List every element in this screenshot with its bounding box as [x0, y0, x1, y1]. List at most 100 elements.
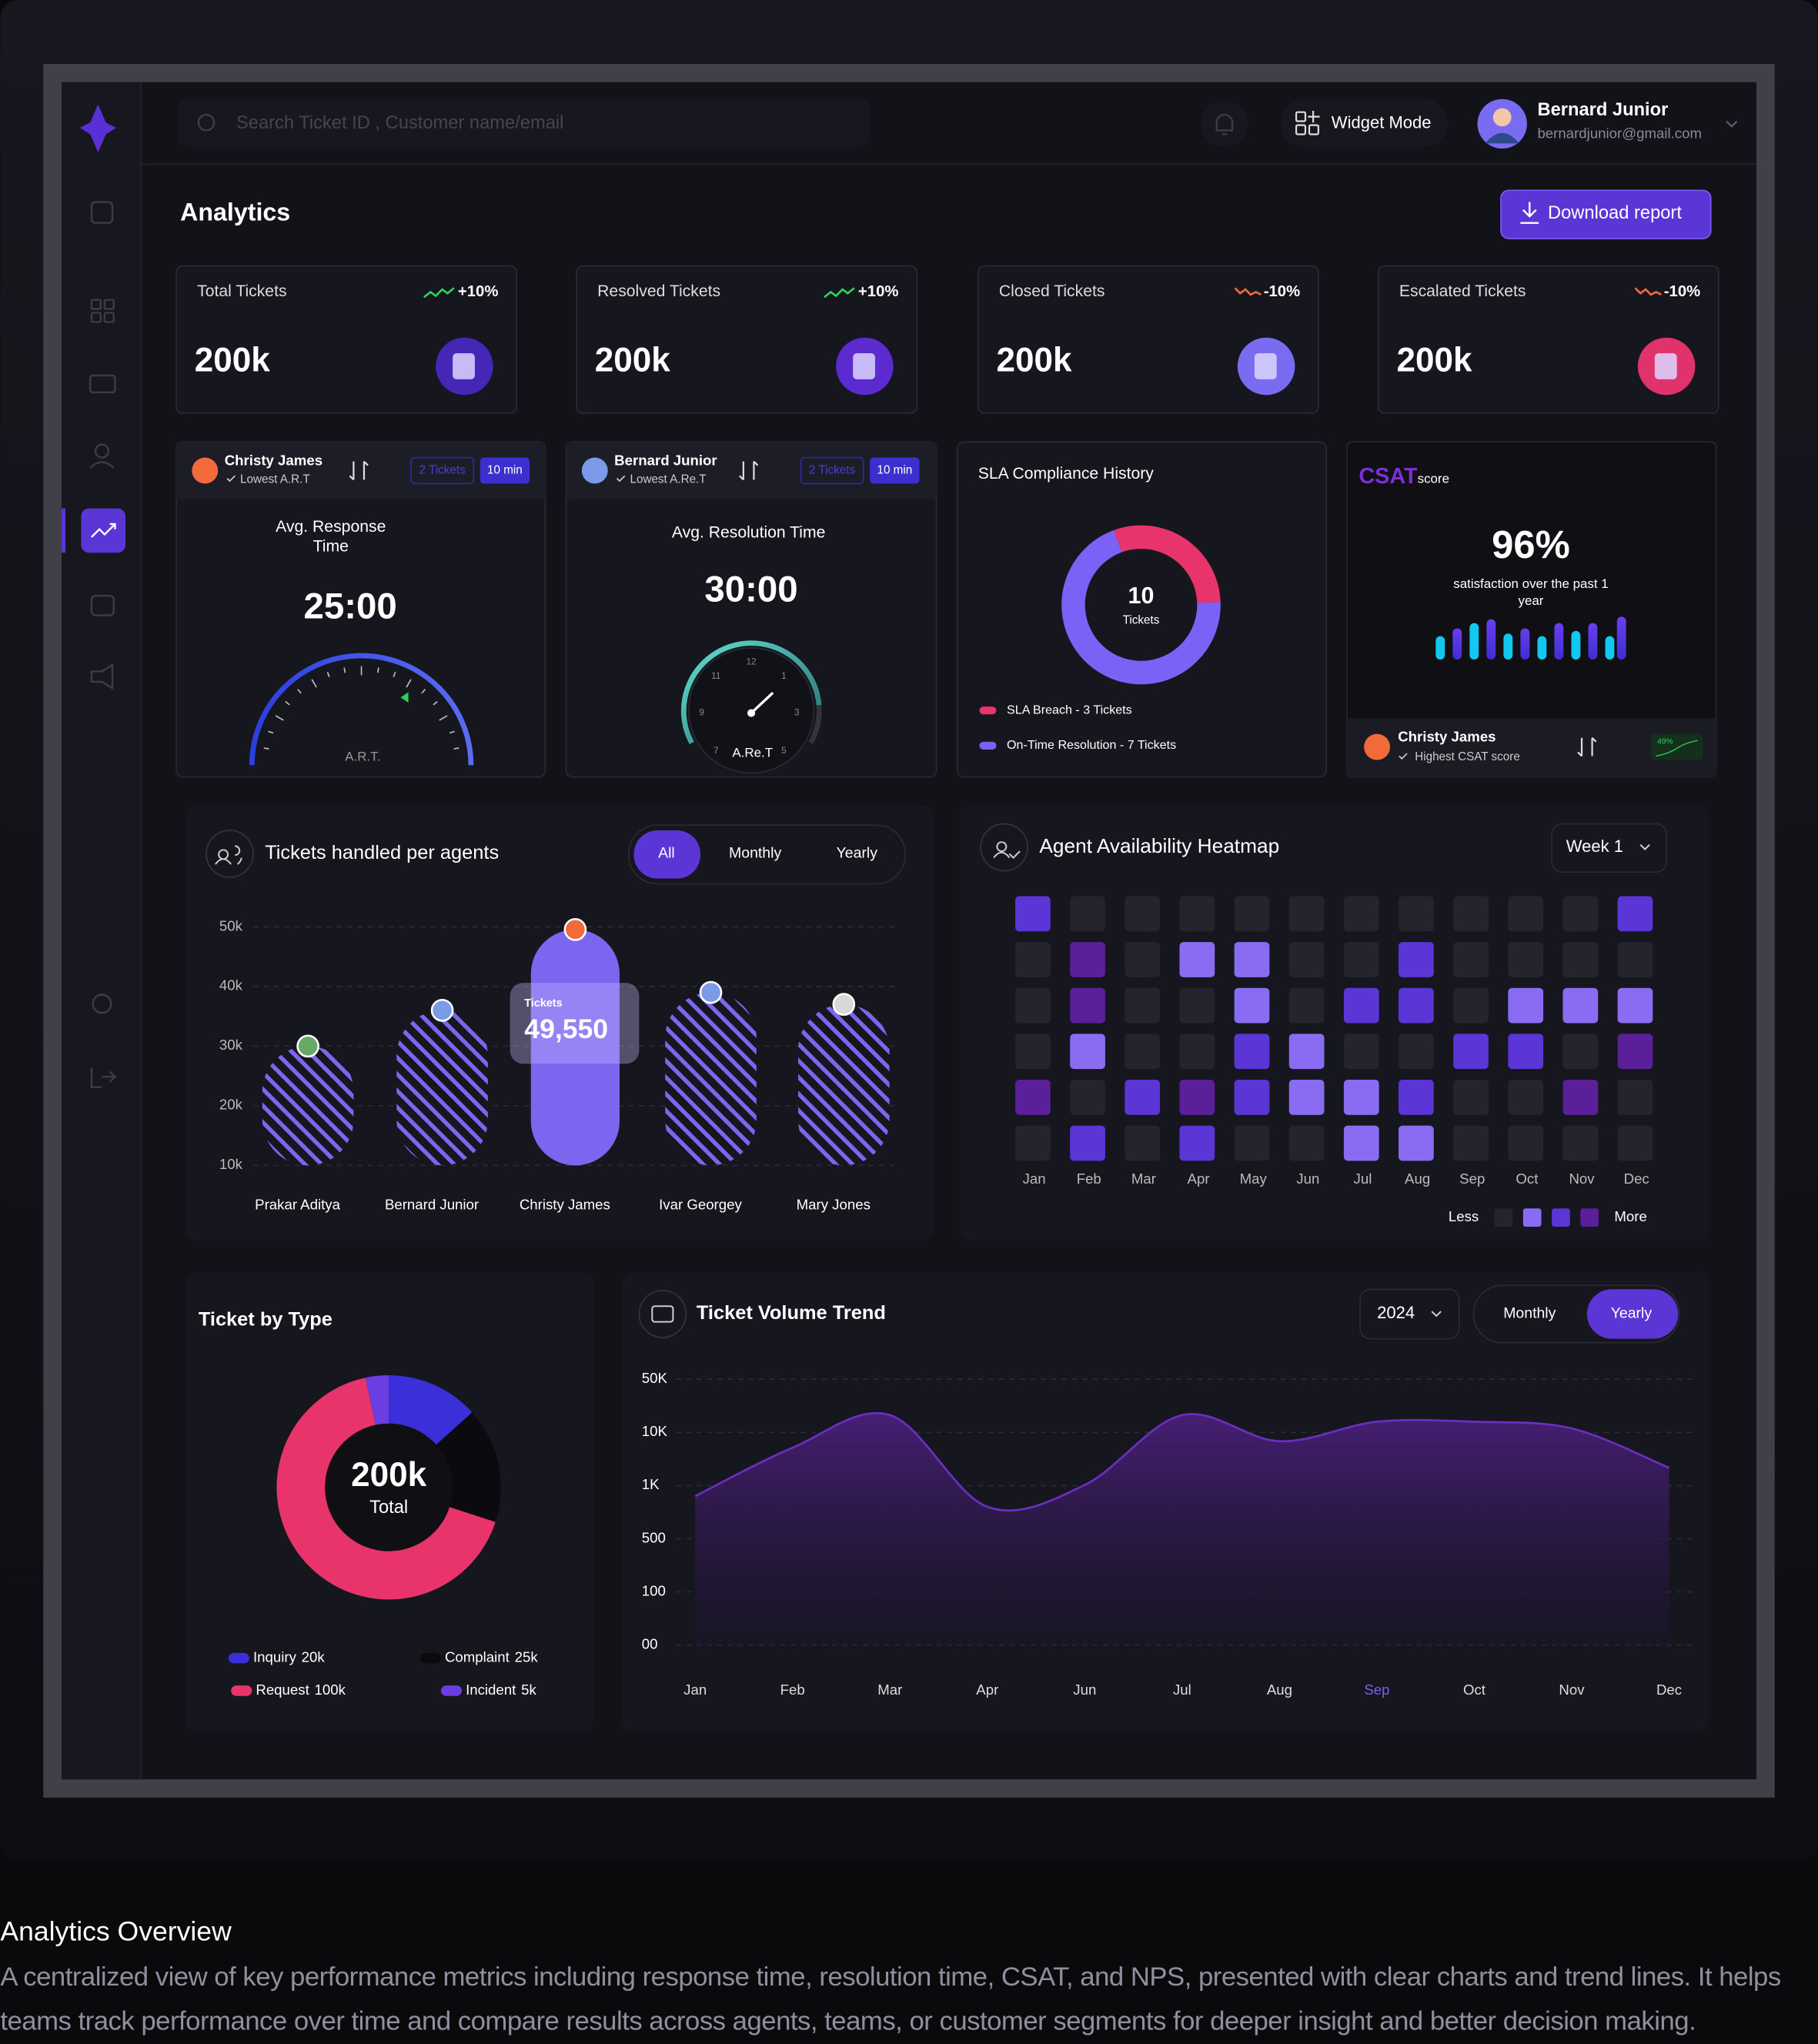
nav-icon[interactable] [90, 663, 114, 690]
gauge-tick [453, 747, 460, 750]
kpi-value: 200k [195, 342, 270, 379]
panel-icon [980, 823, 1028, 872]
legend-swatch [228, 1652, 249, 1664]
sla-segment [1114, 525, 1221, 603]
sort-icon[interactable] [739, 460, 759, 481]
heat-cell [1234, 1080, 1270, 1115]
notifications[interactable] [1201, 100, 1248, 148]
tab[interactable]: All [658, 845, 675, 862]
kpi-icon-glyph [453, 353, 475, 379]
nav-icon[interactable] [89, 374, 116, 394]
kpi-card [576, 265, 918, 414]
nav-analytics[interactable] [81, 508, 125, 553]
metric-wrap: Avg. Response Time [276, 517, 386, 555]
bar [396, 1010, 488, 1166]
heat-cell [1453, 1125, 1489, 1161]
heat-cell [1562, 1125, 1599, 1161]
sort-icon[interactable] [349, 460, 369, 481]
x-tick-label: Aug [1267, 1682, 1292, 1698]
period-label: Week 1 [1566, 837, 1623, 856]
download-button[interactable] [1500, 189, 1712, 239]
heat-cell [1015, 1125, 1051, 1161]
x-tick-label: Jan [1023, 1171, 1046, 1187]
heat-cell [1179, 987, 1215, 1024]
gauge-label: A.R.T. [345, 750, 380, 764]
heat-cell [1015, 987, 1051, 1024]
kpi-value: 200k [1397, 342, 1472, 379]
agent-avatar [699, 980, 723, 1004]
y-tick-label: 1K [642, 1476, 660, 1492]
clock-number: 7 [713, 745, 719, 756]
y-tick-label: 100 [642, 1582, 666, 1598]
y-tick-label: 10K [642, 1423, 668, 1439]
nav-icon[interactable] [90, 594, 115, 616]
legend-label: Inquiry [253, 1649, 297, 1665]
heat-cell [1453, 942, 1489, 977]
panel-icon [638, 1290, 687, 1338]
nav-logout[interactable] [90, 1067, 118, 1088]
tab[interactable]: Yearly [837, 845, 878, 862]
sla-center-label: Tickets [1123, 613, 1160, 626]
x-tick-label: Nov [1569, 1171, 1595, 1187]
heat-cell [1508, 1080, 1544, 1115]
tab-active[interactable] [633, 830, 700, 879]
heat-cell [1453, 1034, 1489, 1070]
year-dropdown[interactable] [1359, 1288, 1460, 1340]
heat-cell [1125, 1034, 1161, 1070]
agent-avatar [430, 999, 454, 1022]
nav-icon[interactable] [89, 443, 115, 469]
csat-title: CSATscore [1358, 464, 1449, 489]
sidebar [61, 82, 142, 1780]
clock-hand [750, 692, 774, 715]
clock-arc [680, 640, 822, 744]
bar-tooltip [510, 983, 640, 1064]
tab[interactable]: Monthly [1503, 1305, 1556, 1322]
tab[interactable]: Monthly [729, 845, 781, 862]
heat-cell [1179, 896, 1215, 932]
panel-icon [206, 830, 254, 878]
heat-cell [1015, 942, 1051, 977]
chart-title: Ticket by Type [199, 1309, 333, 1331]
x-tick-label: Dec [1624, 1171, 1649, 1187]
kpi-icon-glyph [1654, 353, 1677, 379]
heat-cell [1399, 942, 1434, 977]
dropdown-chevron [1639, 843, 1650, 850]
sort-icon[interactable] [1577, 736, 1597, 757]
user-menu-chevron[interactable] [1726, 120, 1738, 128]
gauge-pointer [400, 692, 409, 703]
heat-cell [1288, 1080, 1325, 1115]
heat-cell [1343, 942, 1379, 977]
period-dropdown[interactable] [1551, 823, 1667, 873]
nav-icon[interactable] [90, 201, 114, 224]
nav-icon[interactable] [90, 299, 115, 323]
nav-settings[interactable] [92, 994, 112, 1014]
agent-avatar [832, 993, 856, 1016]
heat-cell [1070, 896, 1105, 932]
agent-avatar [1364, 733, 1391, 760]
sla-center-value: 10 [1128, 583, 1155, 609]
y-tick-label: 50k [219, 917, 243, 933]
heat-cell [1453, 896, 1489, 932]
y-tick-label: 500 [642, 1529, 666, 1545]
search-box[interactable] [177, 99, 871, 148]
legend-value: 100k [315, 1682, 346, 1698]
clock-number: 1 [781, 670, 787, 681]
x-tick-label: Mary Jones [797, 1197, 871, 1213]
x-tick-label: Ivar Georgey [659, 1197, 742, 1213]
tab-active[interactable] [1586, 1289, 1679, 1339]
gauge-tick [285, 700, 290, 706]
chart-title: Agent Availability Heatmap [1039, 834, 1279, 857]
csat-sparkbars [1435, 616, 1626, 660]
avatar-face [1492, 108, 1512, 127]
heat-cell [1179, 1034, 1215, 1070]
x-tick-label: Apr [976, 1682, 998, 1698]
widget-mode-button[interactable] [1280, 99, 1448, 148]
x-tick-label: Jul [1173, 1682, 1191, 1698]
y-tick-label: 10k [219, 1156, 243, 1172]
chart-title: Ticket Volume Trend [697, 1302, 886, 1324]
legend-swatch [1522, 1208, 1542, 1227]
heat-cell [1288, 896, 1325, 932]
tab[interactable]: Yearly [1611, 1305, 1653, 1322]
sla-segment [1061, 529, 1221, 685]
